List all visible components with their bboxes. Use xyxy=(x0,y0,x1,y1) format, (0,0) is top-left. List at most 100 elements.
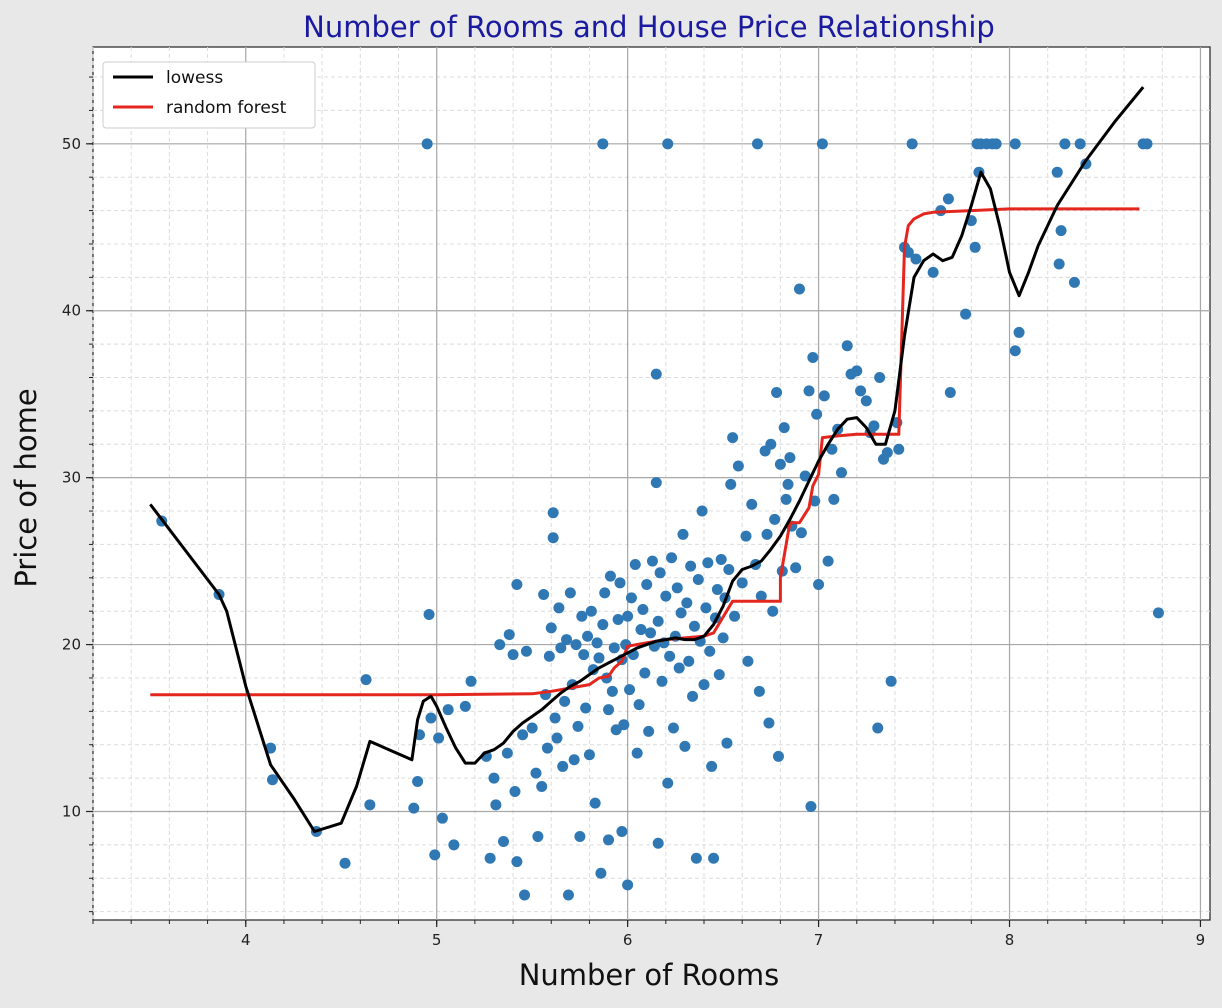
data-point xyxy=(681,597,693,609)
data-point xyxy=(635,624,647,636)
data-point xyxy=(708,852,720,864)
data-point xyxy=(652,837,664,849)
data-point xyxy=(803,385,815,397)
data-point xyxy=(532,831,544,843)
data-point xyxy=(1051,166,1063,178)
data-point xyxy=(772,750,784,762)
data-point xyxy=(723,563,735,575)
data-point xyxy=(557,760,569,772)
data-point xyxy=(421,138,433,150)
data-point xyxy=(692,573,704,585)
data-point xyxy=(826,443,838,455)
data-point xyxy=(1059,138,1071,150)
random-forest-line xyxy=(150,207,1140,697)
data-point xyxy=(751,138,763,150)
data-point xyxy=(910,253,922,265)
data-point xyxy=(616,826,628,838)
data-point xyxy=(732,460,744,472)
data-point xyxy=(780,493,792,505)
data-point xyxy=(561,634,573,646)
data-point xyxy=(580,702,592,714)
data-point xyxy=(576,610,588,622)
data-point xyxy=(465,675,477,687)
data-point xyxy=(633,699,645,711)
data-point xyxy=(570,639,582,651)
data-point xyxy=(536,780,548,792)
data-point xyxy=(507,649,519,661)
data-point xyxy=(805,800,817,812)
data-point xyxy=(425,712,437,724)
data-point xyxy=(713,669,725,681)
data-point xyxy=(698,679,710,691)
chart-title: Number of Rooms and House Price Relation… xyxy=(303,10,995,44)
data-point xyxy=(711,583,723,595)
legend: lowess random forest xyxy=(102,61,316,129)
data-point xyxy=(706,760,718,772)
grid xyxy=(92,47,1210,920)
data-point xyxy=(769,513,781,525)
data-point xyxy=(696,505,708,517)
data-point xyxy=(543,650,555,662)
data-point xyxy=(538,589,550,601)
data-point xyxy=(727,432,739,444)
data-point xyxy=(490,799,502,811)
data-point xyxy=(614,577,626,589)
data-point xyxy=(360,674,372,686)
y-tick-label: 40 xyxy=(62,302,81,320)
data-point xyxy=(729,610,741,622)
data-point xyxy=(765,438,777,450)
data-point xyxy=(622,610,634,622)
x-tick-label: 6 xyxy=(623,931,633,949)
data-point xyxy=(835,467,847,479)
data-point xyxy=(511,578,523,590)
data-point xyxy=(822,555,834,567)
data-point xyxy=(266,774,278,786)
data-point xyxy=(782,478,794,490)
data-point xyxy=(583,749,595,761)
data-point xyxy=(597,138,609,150)
data-point xyxy=(624,684,636,696)
data-point xyxy=(1053,258,1065,270)
data-point xyxy=(429,849,441,861)
data-point xyxy=(459,700,471,712)
data-point xyxy=(625,592,637,604)
data-point xyxy=(874,372,886,384)
data-point xyxy=(629,558,641,570)
data-point xyxy=(671,582,683,594)
data-point xyxy=(645,627,657,639)
data-point xyxy=(893,443,905,455)
data-point xyxy=(667,722,679,734)
legend-box xyxy=(102,61,316,129)
data-point xyxy=(662,138,674,150)
data-point xyxy=(872,722,884,734)
data-point xyxy=(541,742,553,754)
data-point xyxy=(519,889,531,901)
data-point xyxy=(811,408,823,420)
data-point xyxy=(551,732,563,744)
data-point xyxy=(593,652,605,664)
data-point xyxy=(503,629,515,641)
data-point xyxy=(795,527,807,539)
data-point xyxy=(746,498,758,510)
data-point xyxy=(969,241,981,253)
data-point xyxy=(771,387,783,399)
y-tick-label: 10 xyxy=(62,803,81,821)
legend-label-lowess: lowess xyxy=(166,68,223,88)
data-point xyxy=(545,622,557,634)
data-point xyxy=(433,732,445,744)
data-point xyxy=(650,368,662,380)
data-point xyxy=(1013,326,1025,338)
data-point xyxy=(574,831,586,843)
data-point xyxy=(568,754,580,766)
data-point xyxy=(612,614,624,626)
data-point xyxy=(442,704,454,716)
data-point xyxy=(643,725,655,737)
data-point xyxy=(1141,138,1153,150)
data-point xyxy=(364,799,376,811)
x-axis-label: Number of Rooms xyxy=(519,958,780,992)
data-point xyxy=(585,605,597,617)
series-lines xyxy=(149,86,1145,833)
data-point xyxy=(520,645,532,657)
data-point xyxy=(960,308,972,320)
data-point xyxy=(562,889,574,901)
